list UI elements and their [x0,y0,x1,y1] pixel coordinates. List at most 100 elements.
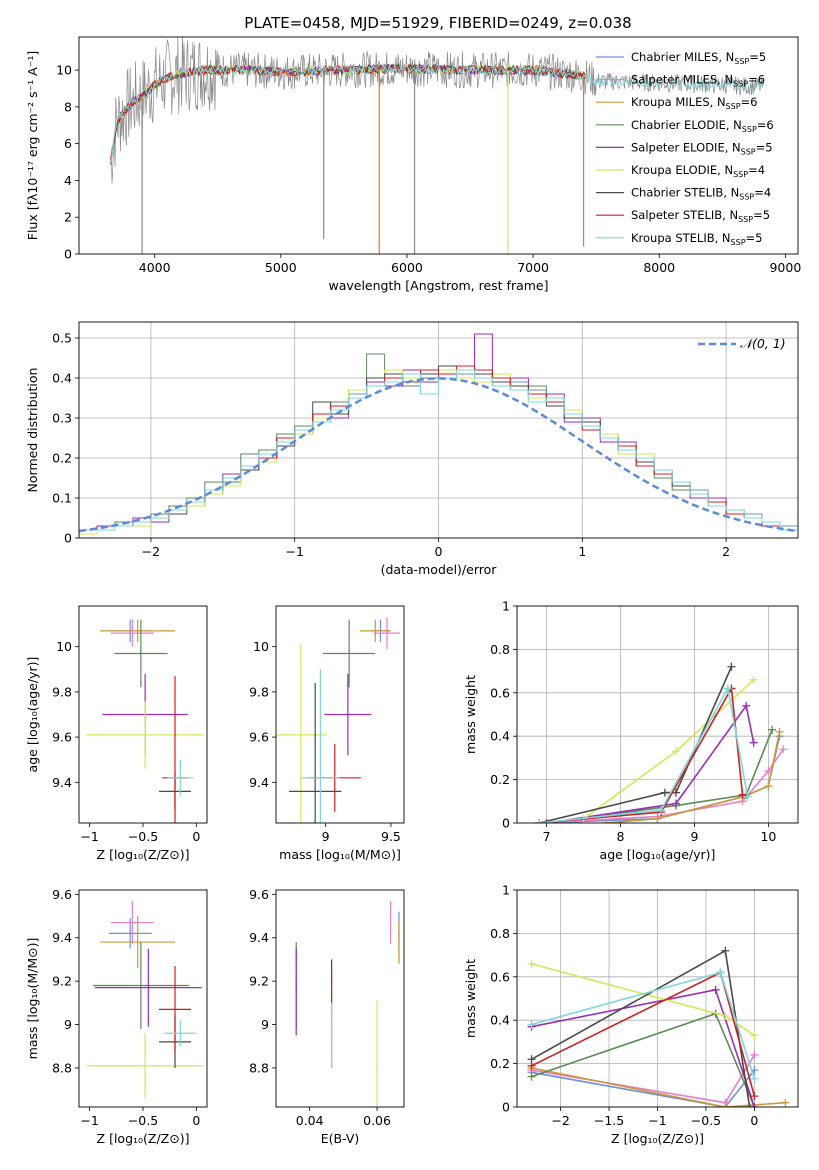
weight-vs-age-ytick-label: 0.2 [490,772,510,787]
model-spectrum-kroupa-stelib [110,62,765,164]
weight-vs-z-xtick-label: −1 [648,1113,666,1128]
weight-vs-age-xtick-label: 9 [690,829,698,844]
weight-vs-age-marker [768,725,777,734]
weight-vs-age-marker [671,799,680,808]
age-vs-mass-plot-area [276,617,401,823]
mass-vs-ebv-point [376,1064,378,1067]
spectrum-ytick-label: 10 [56,63,72,78]
residuals-ytick-label: 0.1 [52,491,72,506]
weight-vs-z-xlabel: Z [log₁₀(Z/Z⊙)] [611,1131,704,1146]
legend-label: Salpeter MILES, NSSP=6 [631,73,765,89]
age-vs-z-ytick-label: 9.6 [52,730,72,745]
spectrum-plot-area [110,37,765,254]
mass-vs-ebv-point [330,980,333,982]
spectrum-xlabel: wavelength [Angstrom, rest frame] [328,278,548,293]
age-vs-z-point [140,652,142,655]
weight-vs-z-marker [711,985,720,994]
age-vs-z-point [136,630,139,632]
residuals-ytick-label: 0.2 [52,451,72,466]
age-vs-mass-point [348,652,350,655]
weight-vs-age-marker [657,805,666,814]
residuals-xtick-label: −1 [285,544,303,559]
spectrum-xtick-label: 8000 [643,260,675,275]
mass-vs-ebv-ytick-label: 8.8 [249,1060,269,1075]
weight-vs-age-plot-area [517,606,798,823]
weight-vs-z-xtick-label: −1.5 [594,1113,624,1128]
mass-vs-z-ytick-label: 8.8 [52,1060,72,1075]
mass-vs-ebv-xtick-label: 0.06 [363,1113,391,1128]
mass-vs-z-point [147,986,150,989]
weight-vs-age-panel: 7 8 9 10 0 0.2 0.4 0.6 0.8 1 age [log₁₀(age/yr)] ma… [463,599,799,862]
age-vs-mass-point [347,713,349,716]
age-vs-mass-ytick-label: 9.6 [249,730,269,745]
spectrum-xtick-label: 7000 [517,260,549,275]
weight-vs-age-line [539,666,733,823]
mass-vs-z-frame [78,889,208,1108]
age-vs-z-point [131,632,134,634]
weight-vs-age-marker [764,782,773,791]
age-vs-mass-xtick-label: 9 [322,829,330,844]
weight-vs-z-marker [745,1103,754,1107]
weight-vs-age-line [546,729,773,823]
age-vs-z-ytick-label: 9.8 [52,684,72,699]
weight-vs-age-marker [671,788,680,797]
age-vs-z-xlabel: Z [log₁₀(Z/Z⊙)] [97,847,190,862]
weight-vs-z-marker [781,1098,790,1107]
age-vs-mass-xtick-label: 9.5 [381,829,401,844]
spectrum-ytick-label: 2 [64,210,72,225]
weight-vs-age-xlabel: age [log₁₀(age/yr)] [600,847,716,862]
age-vs-z-point [144,734,146,736]
weight-vs-age-marker [775,727,784,736]
weight-vs-z-line [531,1067,786,1107]
weight-vs-age-ytick-label: 0 [502,816,510,831]
legend-label: Kroupa MILES, NSSP=6 [631,95,757,111]
weight-vs-z-panel: −2 −1.5 −1 −0.5 0 0 0.2 0.4 0.6 0.8 1 Z [log₁₀(Z/Z⊙… [463,883,799,1146]
weight-vs-z-ytick-label: 0.6 [490,969,510,984]
legend-label: Chabrier MILES, NSSP=5 [631,50,766,66]
weight-vs-z-marker [721,1103,730,1107]
mass-vs-ebv-ytick-label: 9.2 [249,974,269,989]
age-vs-mass-xlabel: mass [log₁₀(M/M⊙)] [279,847,401,862]
residuals-frame [78,321,799,539]
mass-vs-z-point [179,1032,182,1035]
weight-vs-age-line [539,685,744,823]
weight-vs-age-xtick-label: 8 [617,829,625,844]
age-vs-z-plot-area [86,619,204,823]
weight-vs-age-marker [743,792,752,801]
mass-vs-ebv-plot-area [295,900,400,1107]
spectrum-ytick-label: 0 [64,247,72,262]
weight-vs-age-marker [542,819,551,823]
weight-vs-z-xtick-label: −2 [551,1113,569,1128]
spectrum-xtick-label: 6000 [391,260,423,275]
weight-vs-age-xtick-label: 7 [543,829,551,844]
age-vs-z-frame [78,605,208,824]
weight-vs-z-ytick-label: 0.8 [490,926,510,941]
residuals-ylabel: Normed distribution [25,368,40,493]
mass-vs-ebv-panel: 0.04 0.06 8.8 9 9.2 9.4 9.6 E(B-V) [249,887,405,1146]
legend-label: Salpeter ELODIE, NSSP=5 [631,140,773,156]
mass-vs-z-ytick-label: 9 [64,1017,72,1032]
mass-vs-ebv-xlabel: E(B-V) [321,1131,360,1146]
weight-vs-age-frame [516,605,799,824]
weight-vs-z-ytick-label: 0.4 [490,1013,510,1028]
age-vs-mass-panel: 9 9.5 9.4 9.6 9.8 10 mass [log₁₀(M/M⊙)] [249,605,405,862]
mass-vs-z-point [140,984,142,987]
normal-legend-label: 𝒩(0, 1) [740,336,786,351]
mass-vs-z-ytick-label: 9.6 [52,887,72,902]
weight-vs-z-plot-area [517,890,798,1107]
weight-vs-age-ytick-label: 1 [502,599,510,614]
weight-vs-z-frame [516,889,799,1108]
age-vs-mass-point [386,632,388,634]
weight-vs-age-marker [738,790,747,799]
weight-vs-z-xtick-label: −0.5 [691,1113,721,1128]
weight-vs-age-ytick-label: 0.4 [490,729,510,744]
weight-vs-z-marker [527,1061,536,1070]
spectrum-xtick-label: 4000 [139,260,171,275]
mass-vs-z-xtick-label: −0.5 [128,1113,158,1128]
histogram-kroupa-stelib [79,369,798,538]
age-vs-mass-point [374,630,377,632]
mass-vs-ebv-ytick-label: 9 [261,1017,269,1032]
spectrum-ytick-label: 4 [64,173,72,188]
weight-vs-z-marker [527,959,536,968]
mass-vs-z-ylabel: mass [log₁₀(M/M⊙)] [25,938,40,1060]
